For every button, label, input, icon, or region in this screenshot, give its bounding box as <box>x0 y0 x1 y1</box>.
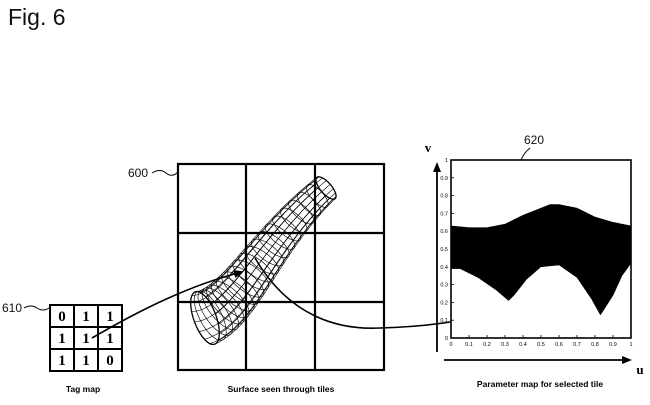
ref-label-param-map: 620 <box>524 133 544 147</box>
tag-cell-r1-c3: 1 <box>106 309 114 325</box>
surface-longitude <box>205 177 323 297</box>
parameter-map: 0 0.1 0.2 0.3 0.4 0.5 0.6 0.7 0.8 0.9 1 0 0.1 0.2 0.3… <box>433 158 633 364</box>
v-tick-label: 0.5 <box>440 247 448 253</box>
surface-longitude <box>218 188 334 325</box>
tile-grid-caption: Surface seen through tiles <box>228 384 335 394</box>
ref-label-surface: 600 <box>128 166 148 180</box>
u-tick-label: 0.2 <box>483 342 491 348</box>
tag-cell-r3-c2: 1 <box>82 353 90 369</box>
ref-leader-surface <box>151 170 179 176</box>
v-tick-label: 0.6 <box>440 229 448 235</box>
tag-cell-r1-c2: 1 <box>82 309 90 325</box>
surface-longitude <box>191 179 317 296</box>
surface-longitude <box>214 198 336 345</box>
v-tick-label: 1 <box>445 158 448 164</box>
v-tick-label: 0.2 <box>440 300 448 306</box>
v-tick-label: 0.4 <box>440 265 448 271</box>
tag-cell-r2-c3: 1 <box>106 331 114 347</box>
v-tick-label: 0 <box>445 336 448 342</box>
v-tick-label: 0.1 <box>440 318 448 324</box>
u-tick-label: 0.1 <box>465 342 473 348</box>
surface-longitude <box>190 182 317 303</box>
param-region <box>450 204 632 316</box>
v-tick-label: 0.3 <box>440 283 448 289</box>
tag-cell-r3-c1: 1 <box>58 353 66 369</box>
surface-longitude <box>194 191 323 323</box>
u-tick-label: 0.4 <box>519 342 527 348</box>
surface-longitude <box>195 177 317 293</box>
u-tick-label: 0.9 <box>609 342 617 348</box>
surface-wireframe <box>190 176 337 346</box>
surface-longitude <box>215 184 331 315</box>
tag-cell-r2-c1: 1 <box>58 331 66 347</box>
u-tick-label: 1 <box>629 342 632 348</box>
u-tick-label: 0.5 <box>537 342 545 348</box>
param-map-caption: Parameter map for selected tile <box>477 379 603 389</box>
ref-leader-tag-map <box>23 305 50 311</box>
surface-longitude <box>217 196 337 342</box>
surface-ring <box>193 290 227 341</box>
v-axis-label: v <box>425 140 432 155</box>
u-tick-label: 0 <box>449 342 452 348</box>
tag-cell-r1-c1: 0 <box>58 309 66 325</box>
u-tick-label: 0.6 <box>555 342 563 348</box>
u-tick-label: 0.3 <box>501 342 509 348</box>
surface-longitude <box>204 197 330 340</box>
v-tick-label: 0.8 <box>440 194 448 200</box>
surface-longitude <box>198 195 326 332</box>
ref-label-tag-map: 610 <box>2 301 22 315</box>
tag-cell-r2-c2: 1 <box>82 331 90 347</box>
surface-longitude <box>209 198 334 344</box>
tag-cell-r3-c3: 0 <box>106 353 114 369</box>
tag-map: 0 1 11 1 11 1 0 <box>49 304 123 372</box>
u-axis-label: u <box>636 362 643 377</box>
surface-longitude <box>219 192 336 335</box>
u-tick-label: 0.8 <box>591 342 599 348</box>
tag-map-frame <box>49 304 123 372</box>
v-tick-label: 0.9 <box>440 176 448 182</box>
u-tick-label: 0.7 <box>573 342 581 348</box>
tag-map-caption: Tag map <box>66 384 100 394</box>
v-tick-label: 0.7 <box>440 211 448 217</box>
surface-ring <box>190 290 220 346</box>
tile-grid <box>176 162 386 372</box>
surface-longitude <box>191 187 319 312</box>
arrow-tag-to-tile <box>91 270 244 339</box>
figure-label: Fig. 6 <box>8 4 66 30</box>
tile-grid-frame <box>176 162 386 372</box>
